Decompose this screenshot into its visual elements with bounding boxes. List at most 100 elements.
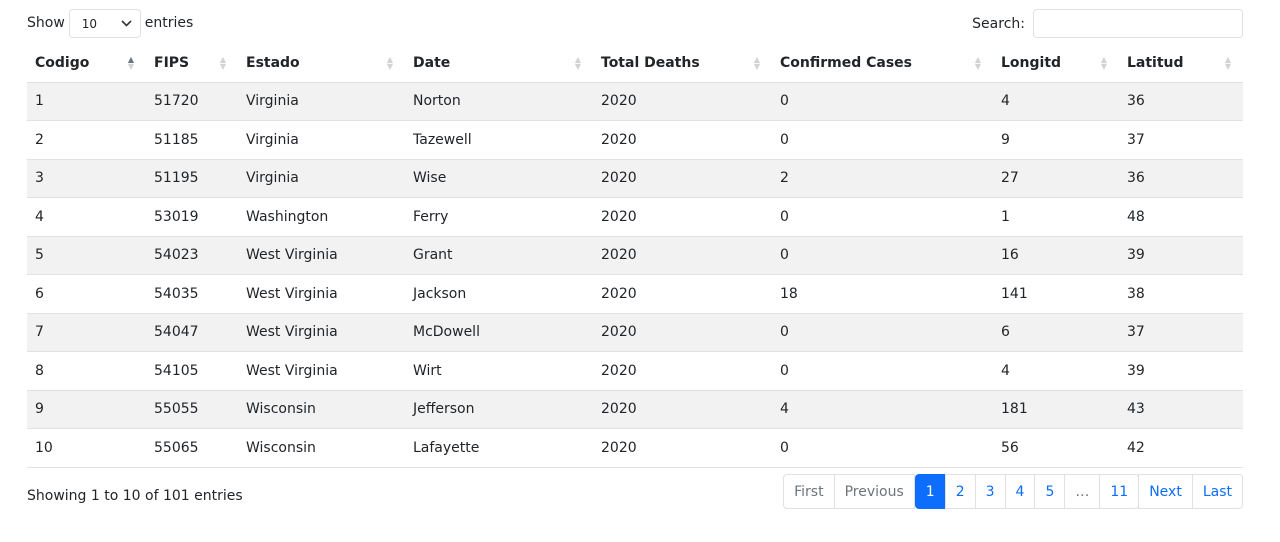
table-cell: 39 (1119, 236, 1243, 275)
table-cell: 2020 (593, 236, 772, 275)
column-header-longitd[interactable]: Longitd ▲ ▼ (993, 44, 1119, 83)
table-cell: 48 (1119, 197, 1243, 237)
table-row: 3 51195 Virginia Wise 2020 2 27 36 (27, 159, 1243, 198)
column-header-label: Estado (246, 54, 300, 71)
column-header-confirmed-cases[interactable]: Confirmed Cases ▲ ▼ (772, 44, 993, 83)
sort-icon: ▲ ▼ (1100, 54, 1107, 71)
table-cell: 56 (993, 428, 1119, 468)
table-cell: 0 (772, 351, 993, 391)
table-cell: Lafayette (405, 428, 593, 468)
table-cell: 4 (772, 390, 993, 429)
table-info: Showing 1 to 10 of 101 entries (27, 488, 243, 504)
page-button-5[interactable]: 5 (1034, 474, 1066, 509)
table-cell: 38 (1119, 274, 1243, 314)
table-cell: Ferry (405, 197, 593, 237)
table-cell: 55065 (146, 428, 238, 468)
table-cell: 39 (1119, 351, 1243, 391)
table-cell: 54023 (146, 236, 238, 275)
table-cell: 0 (772, 82, 993, 121)
table-cell: 8 (27, 351, 146, 391)
page-button-3[interactable]: 3 (974, 474, 1006, 509)
table-cell: 2 (27, 120, 146, 160)
search-input[interactable] (1033, 9, 1243, 38)
table-cell: 0 (772, 313, 993, 352)
page-button-1[interactable]: 1 (914, 474, 946, 509)
table-cell: Grant (405, 236, 593, 275)
table-cell: 36 (1119, 159, 1243, 198)
table-cell: Wise (405, 159, 593, 198)
table-cell: 53019 (146, 197, 238, 237)
column-header-label: FIPS (154, 54, 190, 71)
table-cell: West Virginia (238, 351, 405, 391)
table-cell: Norton (405, 82, 593, 121)
data-table: Codigo ▲ ▼ FIPS ▲ ▼ Estado ▲ ▼ Date ▲ ▼ Total Deaths… (27, 44, 1243, 468)
column-header-codigo[interactable]: Codigo ▲ ▼ (27, 44, 146, 83)
table-row: 2 51185 Virginia Tazewell 2020 0 9 37 (27, 120, 1243, 160)
sort-icon: ▲ ▼ (1224, 54, 1231, 71)
column-header-label: Total Deaths (601, 54, 700, 71)
table-cell: 1 (993, 197, 1119, 237)
table-cell: 7 (27, 313, 146, 352)
table-cell: West Virginia (238, 236, 405, 275)
table-cell: 5 (27, 236, 146, 275)
table-row: 7 54047 West Virginia McDowell 2020 0 6 37 (27, 313, 1243, 352)
search-label: Search: (972, 15, 1025, 32)
column-header-label: Codigo (35, 54, 90, 71)
table-cell: 55055 (146, 390, 238, 429)
table-cell: 2020 (593, 120, 772, 160)
sort-icon: ▲ ▼ (219, 54, 226, 71)
entries-label: entries (144, 15, 194, 31)
page-button-4[interactable]: 4 (1004, 474, 1036, 509)
table-cell: 51720 (146, 82, 238, 121)
table-cell: Jefferson (405, 390, 593, 429)
table-cell: 51195 (146, 159, 238, 198)
table-cell: Virginia (238, 159, 405, 198)
table-row: 4 53019 Washington Ferry 2020 0 1 48 (27, 197, 1243, 237)
column-header-date[interactable]: Date ▲ ▼ (405, 44, 593, 83)
sort-icon: ▲ ▼ (386, 54, 393, 71)
next-page-button[interactable]: Next (1138, 474, 1193, 509)
table-cell: 2020 (593, 159, 772, 198)
sort-icon: ▲ ▼ (127, 54, 134, 71)
column-header-label: Longitd (1001, 54, 1062, 71)
table-cell: 10 (27, 428, 146, 468)
first-page-button[interactable]: First (783, 474, 835, 509)
table-row: 10 55065 Wisconsin Lafayette 2020 0 56 42 (27, 428, 1243, 468)
table-cell: 9 (993, 120, 1119, 160)
table-cell: 141 (993, 274, 1119, 314)
column-header-fips[interactable]: FIPS ▲ ▼ (146, 44, 238, 83)
previous-page-button[interactable]: Previous (833, 474, 915, 509)
sort-icon: ▲ ▼ (753, 54, 760, 71)
entries-per-page-select[interactable]: 10 (68, 9, 141, 38)
column-header-latitud[interactable]: Latitud ▲ ▼ (1119, 44, 1243, 83)
table-row: 1 51720 Virginia Norton 2020 0 4 36 (27, 82, 1243, 121)
table-cell: 6 (993, 313, 1119, 352)
pagination: First Previous 1 2 3 4 5… 11 Next Last (783, 474, 1243, 509)
column-header-estado[interactable]: Estado ▲ ▼ (238, 44, 405, 83)
table-cell: 37 (1119, 313, 1243, 352)
table-cell: 54105 (146, 351, 238, 391)
table-cell: 2020 (593, 428, 772, 468)
table-cell: 4 (27, 197, 146, 237)
table-cell: 3 (27, 159, 146, 198)
table-cell: 27 (993, 159, 1119, 198)
table-cell: 2020 (593, 313, 772, 352)
page-button-2[interactable]: 2 (944, 474, 976, 509)
table-cell: 2020 (593, 197, 772, 237)
table-cell: 2020 (593, 82, 772, 121)
page-button-11[interactable]: 11 (1099, 474, 1140, 509)
entries-length-control: Show 10 entries (27, 9, 193, 38)
column-header-label: Date (413, 54, 451, 71)
table-row: 6 54035 West Virginia Jackson 2020 18 141 38 (27, 274, 1243, 314)
last-page-button[interactable]: Last (1191, 474, 1243, 509)
table-cell: Tazewell (405, 120, 593, 160)
column-header-total-deaths[interactable]: Total Deaths ▲ ▼ (593, 44, 772, 83)
column-header-label: Latitud (1127, 54, 1184, 71)
table-cell: Wisconsin (238, 390, 405, 429)
table-cell: Jackson (405, 274, 593, 314)
table-cell: 1 (27, 82, 146, 121)
table-cell: Virginia (238, 82, 405, 121)
table-cell: 51185 (146, 120, 238, 160)
table-cell: 42 (1119, 428, 1243, 468)
